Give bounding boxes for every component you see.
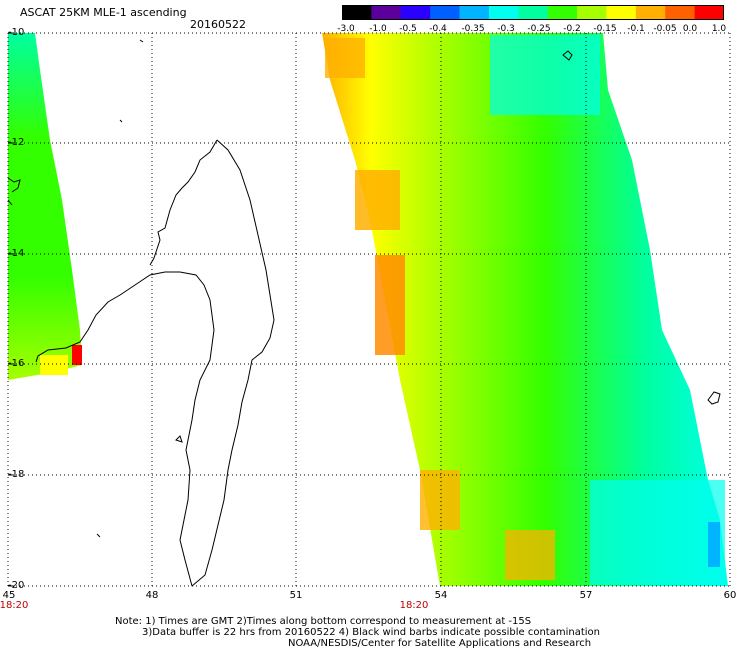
colorbar-label: -0.25 xyxy=(527,24,551,34)
colorbar-label: -1.0 xyxy=(369,24,387,34)
lat-label: -18 xyxy=(8,469,25,480)
colorbar-segment xyxy=(665,5,696,20)
map-date: 20160522 xyxy=(190,18,246,31)
pass-time: 18:20 xyxy=(0,600,29,611)
lon-label: 57 xyxy=(579,590,593,601)
lon-label: 54 xyxy=(434,590,448,601)
colorbar-label: -0.05 xyxy=(653,24,677,34)
wind-cell-orange xyxy=(325,38,365,78)
colorbar-segment xyxy=(459,5,490,20)
colorbar xyxy=(342,5,724,20)
wind-swath-east xyxy=(322,33,728,586)
colorbar-segment xyxy=(371,5,402,20)
lon-label: 51 xyxy=(289,590,303,601)
lon-label: 48 xyxy=(145,590,159,601)
colorbar-border xyxy=(342,5,724,20)
colorbar-segment xyxy=(694,5,724,20)
wind-swath-west xyxy=(8,33,82,380)
wind-cell-cyan xyxy=(490,35,600,115)
colorbar-segment xyxy=(635,5,666,20)
colorbar-label: -0.2 xyxy=(563,24,581,34)
note-line-3: NOAA/NESDIS/Center for Satellite Applica… xyxy=(288,638,592,649)
map-title: ASCAT 25KM MLE-1 ascending xyxy=(20,6,187,19)
lat-label: -10 xyxy=(8,27,25,38)
wind-cell-orange xyxy=(505,530,555,580)
colorbar-segment xyxy=(342,5,372,20)
pass-time: 18:20 xyxy=(399,600,429,611)
colorbar-segment xyxy=(547,5,578,20)
grid-lines xyxy=(7,32,731,587)
colorbar-label: -0.1 xyxy=(627,24,645,34)
colorbar-label: -0.35 xyxy=(461,24,485,34)
wind-cell-orange xyxy=(355,170,400,230)
colorbar-segment xyxy=(577,5,607,20)
colorbar-label: -0.5 xyxy=(399,24,417,34)
lat-label: -16 xyxy=(8,358,25,369)
wind-cell-orange xyxy=(420,470,460,530)
colorbar-label: -3.0 xyxy=(337,24,355,34)
colorbar-segment xyxy=(518,5,549,20)
colorbar-label: 0.0 xyxy=(682,24,698,34)
coastline-madagascar xyxy=(35,139,275,587)
coastline-africa xyxy=(7,177,21,206)
wind-cell-orange xyxy=(375,255,405,355)
lon-label: 60 xyxy=(723,590,737,601)
lon-label: 45 xyxy=(2,590,16,601)
wind-cell-yellow xyxy=(40,355,68,375)
colorbar-labels: -3.0 -1.0 -0.5 -0.4 -0.35 -0.3 -0.25 -0.… xyxy=(334,24,732,36)
colorbar-label: -0.3 xyxy=(497,24,515,34)
colorbar-label: 1.0 xyxy=(711,24,727,34)
wind-cell-red xyxy=(72,345,82,365)
note-line-1: Note: 1) Times are GMT 2)Times along bot… xyxy=(115,616,532,627)
lat-label: -12 xyxy=(8,137,25,148)
lat-label: -14 xyxy=(8,248,25,259)
colorbar-label: -0.15 xyxy=(593,24,617,34)
colorbar-label: -0.4 xyxy=(429,24,447,34)
lat-label: -20 xyxy=(8,580,25,591)
lat-ticks xyxy=(8,32,14,587)
colorbar-segment xyxy=(606,5,637,20)
colorbar-segment xyxy=(400,5,431,20)
colorbar-segment xyxy=(430,5,461,20)
coastline-north xyxy=(149,139,218,266)
note-line-2: 3)Data buffer is 22 hrs from 20160522 4)… xyxy=(142,627,600,638)
wind-cell-cyan xyxy=(590,480,725,585)
wind-cell-blue xyxy=(708,522,720,567)
islands xyxy=(96,39,721,538)
colorbar-segment xyxy=(488,5,519,20)
